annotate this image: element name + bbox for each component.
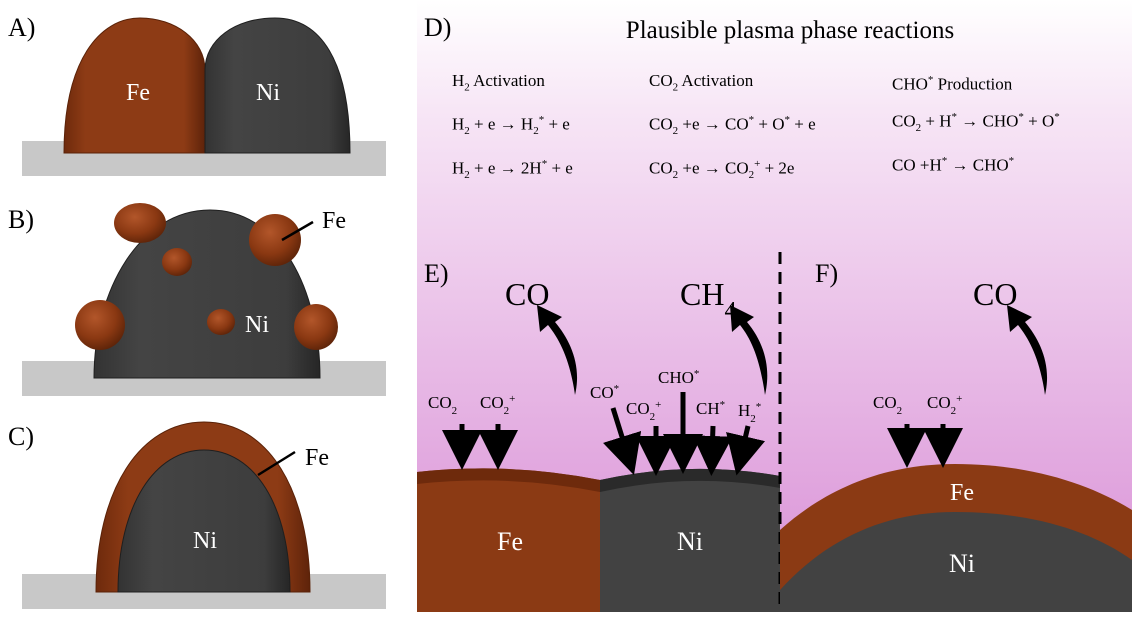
fe-nanoparticle <box>114 203 166 243</box>
reaction-column: H2 Activation H2 + e → H2* + e H2 + e → 2H… <box>452 64 573 192</box>
product-co-label: CO <box>973 276 1017 312</box>
co-desorption-arrow <box>537 305 578 395</box>
panel-f: F) Fe Ni CO CO2 CO2+ <box>780 259 1132 612</box>
ch4-desorption-arrow <box>730 305 768 395</box>
panel-d-label: D) <box>424 13 451 42</box>
reaction-column-header: H2 Activation <box>452 71 545 94</box>
fe-label: Fe <box>126 80 150 106</box>
fe-nanoparticle <box>162 248 192 276</box>
reaction-equation: CO2 +e → CO* + O* + e <box>649 114 816 138</box>
ni-label: Ni <box>256 80 280 106</box>
panel-b: B) Fe Ni <box>8 203 386 396</box>
panel-d: D) Plausible plasma phase reactions <box>424 13 954 44</box>
reactions-title: Plausible plasma phase reactions <box>626 17 954 44</box>
reaction-table: H2 Activation H2 + e → H2* + e H2 + e → 2H… <box>452 64 1060 204</box>
ni-label: Ni <box>949 549 975 578</box>
reaction-equation: H2 + e → 2H* + e <box>452 158 573 182</box>
product-co-label: CO <box>505 276 549 312</box>
reaction-equation: CO2 + H* → CHO* + O* <box>892 110 1060 134</box>
panel-c-label: C) <box>8 422 34 451</box>
arrow <box>602 407 642 476</box>
ni-core <box>117 449 291 593</box>
panel-f-label: F) <box>815 259 838 288</box>
arrow <box>692 425 733 476</box>
fe-particle <box>63 17 206 154</box>
adsorption-arrows <box>887 424 963 468</box>
reaction-equation: CO +H* → CHO* <box>892 154 1015 175</box>
fe-nanoparticle <box>294 304 338 350</box>
panel-b-label: B) <box>8 205 34 234</box>
ni-core <box>780 512 1132 612</box>
ni-surface <box>600 468 780 612</box>
reaction-column: CO2 Activation CO2 +e → CO* + O* + e CO2 +… <box>649 64 816 204</box>
fe-pointer <box>257 450 296 477</box>
panel-c: C) Fe Ni <box>8 421 386 609</box>
reaction-column-header: CO2 Activation <box>649 71 754 94</box>
co-desorption-arrow <box>1007 305 1048 395</box>
fe-label: Fe <box>497 527 523 556</box>
reaction-column-header: CHO* Production <box>892 74 1013 94</box>
reaction-equation: H2 + e → H2* + e <box>452 114 570 138</box>
fe-pointer <box>281 220 314 242</box>
ni-label: Ni <box>193 528 217 554</box>
reaction-equation: CO +e → CO* + e <box>649 192 816 204</box>
panel-a-label: A) <box>8 13 35 42</box>
fe-surface-edge <box>417 468 600 492</box>
fe-nanoparticle <box>207 309 235 335</box>
panel-e: E) Fe Ni CO CH4 CO2 CO2+ CO* CO2+ CHO* C… <box>417 259 780 612</box>
fe-nanoparticle <box>249 214 301 266</box>
species-ch-star-label: CH* <box>696 399 725 418</box>
ni-label: Ni <box>245 312 269 338</box>
panel-a: A) Fe Ni <box>8 13 386 176</box>
fe-label: Fe <box>950 480 974 506</box>
species-co-star-label: CO* <box>590 383 619 402</box>
species-cho-star-label: CHO* <box>658 368 699 387</box>
panel-e-label: E) <box>424 259 449 288</box>
arrow <box>726 425 766 476</box>
reaction-column: CHO* Production CO2 + H* → CHO* + O* CO +H… <box>892 64 1060 181</box>
fe-label: Fe <box>322 208 346 234</box>
ni-label: Ni <box>677 527 703 556</box>
ni-particle <box>204 17 351 154</box>
adsorption-arrows <box>442 392 766 476</box>
fe-nanoparticle <box>75 300 125 350</box>
species-h2-star-label: H2* <box>738 401 761 425</box>
fe-surface <box>417 468 600 612</box>
fe-label: Fe <box>305 445 329 471</box>
reaction-equation: CO2 +e → CO2+ + 2e <box>649 158 795 182</box>
